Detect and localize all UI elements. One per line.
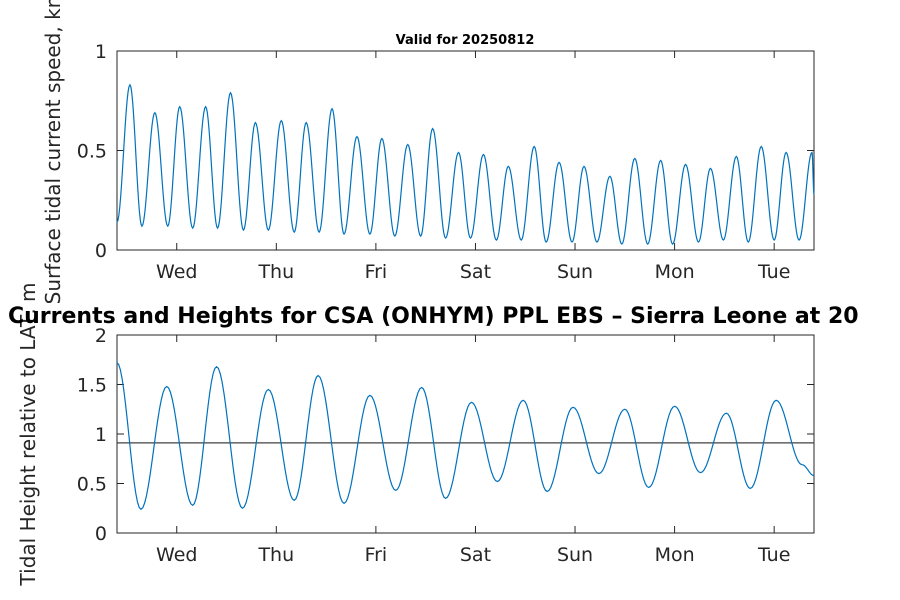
tidal-height-y-tick-label: 1.5 — [77, 375, 107, 397]
current-speed-title: Valid for 20250812 — [396, 33, 535, 48]
tidal-height-line — [116, 362, 815, 511]
current-speed-x-tick-label: Thu — [257, 261, 294, 283]
tidal-height-x-tick-label: Wed — [156, 544, 197, 566]
tidal-height-ticks: Wed Thu Fri Sat Sun Mon Tue 0 0.5 1 1.5 2 — [77, 325, 814, 566]
current-speed-x-tick-label: Fri — [365, 261, 388, 283]
tidal-height-plot-area — [116, 334, 815, 534]
tidal-height-x-tick-label: Fri — [365, 544, 388, 566]
tidal-height-ylabel: Tidal Height relative to LAT, m — [16, 283, 40, 587]
current-speed-y-tick-label: 0.5 — [77, 141, 107, 163]
tidal-height-x-tick-label: Mon — [655, 544, 695, 566]
figure-title: Currents and Heights for CSA (ONHYM) PPL… — [8, 304, 859, 329]
tidal-height-y-tick-label: 2 — [95, 325, 107, 347]
current-speed-x-tick-label: Tue — [757, 261, 790, 283]
current-speed-x-tick-label: Mon — [655, 261, 695, 283]
current-speed-plot-area — [116, 50, 815, 251]
tidal-height-y-tick-label: 1 — [95, 424, 107, 446]
current-speed-panel: Wed Thu Fri Sat Sun Mon Tue 0 0.5 1 Valid for 202… — [41, 0, 815, 304]
current-speed-y-tick-label: 0 — [95, 240, 107, 262]
current-speed-x-tick-label: Sat — [460, 261, 491, 283]
current-speed-line — [116, 83, 815, 245]
tidal-height-panel: Wed Thu Fri Sat Sun Mon Tue 0 0.5 1 1.5 2 Tidal Hei… — [16, 283, 815, 587]
tidal-height-x-tick-label: Sun — [557, 544, 593, 566]
current-speed-y-tick-label: 1 — [95, 41, 107, 63]
tidal-height-x-tick-label: Tue — [757, 544, 790, 566]
tidal-height-x-tick-label: Sat — [460, 544, 491, 566]
tidal-height-x-tick-label: Thu — [257, 544, 294, 566]
current-speed-x-tick-label: Sun — [557, 261, 593, 283]
current-speed-ticks: Wed Thu Fri Sat Sun Mon Tue 0 0.5 1 — [77, 41, 814, 283]
current-speed-ylabel: Surface tidal current speed, kn — [41, 0, 65, 304]
current-speed-x-tick-label: Wed — [156, 261, 197, 283]
tidal-height-y-tick-label: 0.5 — [77, 474, 107, 496]
tidal-height-y-tick-label: 0 — [95, 523, 107, 545]
